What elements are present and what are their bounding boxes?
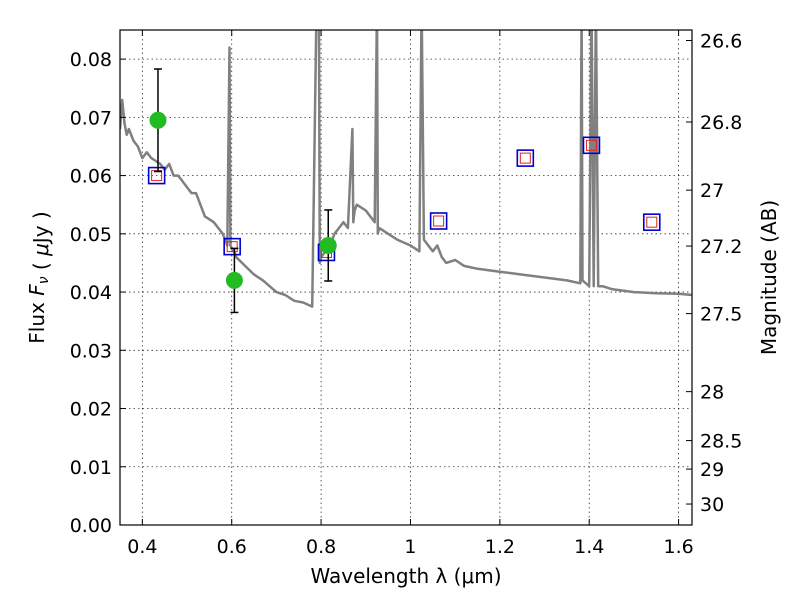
model-photometry-inner-box [585, 139, 597, 151]
y-axis-title: Flux Fν ( μJy ) [25, 211, 53, 343]
x-tick-label: 1 [404, 536, 416, 558]
y-axis-title-part: ( [29, 256, 53, 277]
y-tick-label: 0.05 [70, 224, 112, 246]
model-photometry-box [642, 213, 661, 231]
y-axis-title-part: Jy ) [29, 211, 53, 245]
y-tick-label: 0.04 [70, 282, 112, 304]
x-tick-label: 0.4 [127, 536, 157, 558]
model-photometry-inner-box [433, 215, 445, 227]
x-axis-title: Wavelength λ (μm) [310, 564, 501, 588]
plot-frame [119, 29, 693, 526]
y-axis-title-part: ν [36, 276, 52, 284]
right-tick-label: 26.6 [700, 30, 742, 52]
model-photometry-box [223, 237, 241, 256]
series-layer [120, 30, 692, 314]
model-photometry-inner-box [226, 241, 238, 253]
observed-point [149, 111, 167, 129]
axis-layer: 0.4 0.6 0.8 1 1.2 1.4 1.6 0.00 0.01 0.02 0.03 0.04 0… [70, 30, 742, 558]
right-tick-label: 28.5 [700, 431, 742, 453]
y-axis-title-part: μ [29, 243, 53, 257]
model-photometry-inner-box [646, 216, 658, 228]
x-tick-label: 0.6 [217, 536, 247, 558]
right-tick-label: 30 [700, 494, 724, 516]
model-photometry-inner-box [519, 152, 531, 164]
y-tick-label: 0.07 [70, 107, 112, 129]
x-tick-label: 1.6 [663, 536, 693, 558]
right-tick-label: 26.8 [700, 112, 742, 134]
y-axis-title-part: F [25, 284, 49, 296]
y-tick-label: 0.08 [70, 49, 112, 71]
y-tick-label: 0.02 [70, 399, 112, 421]
right-tick-label: 27.2 [700, 236, 742, 258]
right-tick-label: 27 [700, 180, 724, 202]
y-axis-title-part: Flux [25, 296, 49, 344]
observed-point [225, 271, 243, 289]
y-axis-right-title: Magnitude (AB) [757, 200, 781, 355]
model-photometry-box [429, 212, 448, 230]
observed-point [319, 236, 337, 254]
model-photometry-box [516, 149, 535, 167]
y-tick-label: 0.06 [70, 166, 112, 188]
right-tick-label: 29 [700, 459, 724, 481]
grid-layer [120, 30, 692, 526]
y-tick-label: 0.00 [70, 515, 112, 537]
x-tick-label: 0.8 [306, 536, 336, 558]
y-tick-label: 0.01 [70, 457, 112, 479]
model-photometry-box [147, 166, 166, 185]
model-photometry-inner-box [151, 170, 163, 182]
model-photometry-box [582, 136, 601, 155]
right-tick-label: 27.5 [700, 304, 742, 326]
right-tick-label: 28 [700, 382, 724, 404]
x-tick-label: 1.4 [574, 536, 604, 558]
x-tick-label: 1.2 [485, 536, 515, 558]
plot-area [120, 30, 692, 314]
y-tick-label: 0.03 [70, 340, 112, 362]
